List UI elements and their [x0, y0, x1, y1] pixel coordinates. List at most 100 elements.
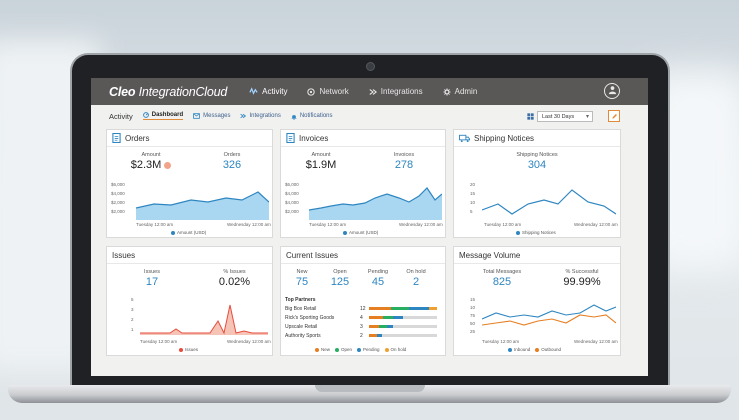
partner-name[interactable]: Upscale Retail: [285, 324, 318, 330]
tab-messages-label: Messages: [203, 113, 231, 119]
message-volume-title: Message Volume: [459, 250, 521, 260]
orders-legend: Amount (USD): [171, 230, 206, 235]
partner-name[interactable]: Rick's Sporting Goods: [285, 315, 335, 321]
trend-down-icon: [164, 161, 172, 169]
orders-count-value: 326: [222, 159, 242, 171]
tab-notifications-label: Notifications: [299, 113, 333, 119]
y-tick: $2,000: [285, 209, 299, 214]
webcam: [366, 62, 375, 71]
shipping-notices-card[interactable]: Shipping Notices Shipping Notices 304 20…: [453, 129, 621, 238]
activity-icon: [249, 87, 258, 95]
message-volume-card[interactable]: Message Volume Total Messages 825 % Succ…: [453, 246, 621, 356]
partner-count: 3: [360, 324, 363, 330]
nav-integrations[interactable]: Integrations: [369, 87, 423, 96]
issues-legend: Issues: [179, 347, 198, 352]
y-tick: 5: [131, 297, 134, 302]
partner-name[interactable]: Authority Sports: [285, 333, 321, 339]
stat-pending-value: 45: [371, 276, 385, 288]
nav-admin-label: Admin: [454, 87, 478, 96]
stat-pending: Pending 45: [361, 269, 395, 288]
shipping-legend: Shipping Notices: [516, 230, 556, 235]
current-issues-card[interactable]: Current Issues New 75 Open 125 Pending 4…: [280, 246, 446, 356]
nav-activity[interactable]: Activity: [249, 87, 287, 96]
orders-area-chart: [136, 191, 269, 220]
y-tick: 5: [470, 209, 473, 214]
invoices-legend: Amount (USD): [343, 230, 378, 235]
nav-integrations-label: Integrations: [380, 87, 423, 96]
y-tick: $6,000: [111, 182, 125, 187]
issues-count-metric: Issues 17: [127, 269, 177, 288]
y-tick: 75: [470, 313, 476, 318]
invoices-card[interactable]: Invoices Amount $1.9M Invoices 278 $6,00…: [280, 129, 446, 238]
orders-amount-metric: Amount $2.3M: [121, 152, 181, 171]
issues-pct-value: 0.02%: [218, 276, 251, 288]
orders-card[interactable]: Orders Amount $2.3M Orders 326 $6,000 $4…: [106, 129, 273, 238]
x-tick-start: Tuesday 12:00 am: [482, 339, 520, 344]
nav-network[interactable]: Network: [307, 87, 349, 96]
partner-bar: [369, 325, 437, 328]
stat-new: New 75: [287, 269, 317, 288]
current-issues-header: Current Issues: [281, 247, 445, 264]
gear-icon: [443, 87, 451, 96]
stat-on-hold-value: 2: [412, 276, 420, 288]
message-volume-line-chart: [482, 304, 616, 326]
issues-pct-label: % Issues: [223, 269, 246, 275]
invoices-card-header: Invoices: [281, 130, 445, 147]
orders-amount-value: $2.3M: [121, 159, 181, 171]
sub-nav: Activity Dashboard Messages Integrations…: [91, 105, 648, 127]
orders-title: Orders: [125, 133, 150, 143]
invoices-title: Invoices: [299, 133, 329, 143]
tab-integrations[interactable]: Integrations: [240, 113, 281, 119]
y-tick: $4,000: [111, 191, 125, 196]
issues-title: Issues: [112, 250, 136, 260]
partner-bar: [369, 334, 437, 337]
shipping-value: 304: [527, 159, 547, 171]
bell-icon: [291, 114, 297, 120]
messages-icon: [193, 113, 200, 119]
x-tick-start: Tuesday 12:00 am: [140, 339, 178, 344]
tab-notifications[interactable]: Notifications: [291, 113, 333, 120]
invoices-amount-label: Amount: [311, 152, 331, 158]
shipping-title: Shipping Notices: [474, 133, 535, 143]
chevron-down-icon: ▾: [585, 114, 589, 120]
tab-messages[interactable]: Messages: [193, 113, 230, 119]
date-range-value: Last 30 Days: [542, 113, 575, 120]
y-tick: 3: [131, 307, 134, 312]
nav-network-label: Network: [319, 87, 349, 96]
integrations-icon: [369, 88, 377, 95]
current-issues-title: Current Issues: [286, 250, 339, 260]
brand-logo[interactable]: Cleo IntegrationCloud: [109, 84, 228, 99]
tab-dashboard-label: Dashboard: [151, 112, 184, 118]
invoices-amount-metric: Amount $1.9M: [291, 152, 351, 171]
orders-amount-label: Amount: [141, 152, 161, 158]
nav-admin[interactable]: Admin: [443, 87, 478, 96]
x-tick-start: Tuesday 12:00 am: [136, 222, 174, 227]
total-messages-metric: Total Messages 825: [472, 269, 532, 288]
calendar-icon[interactable]: [527, 113, 534, 120]
invoices-count-metric: Invoices 278: [379, 152, 429, 171]
x-tick-start: Tuesday 12:00 am: [484, 222, 522, 227]
y-tick: 20: [470, 182, 476, 187]
section-title: Activity: [109, 111, 133, 121]
network-icon: [307, 87, 316, 96]
edit-dashboard-button[interactable]: [608, 110, 620, 122]
partner-name[interactable]: Big Box Retail: [285, 306, 317, 312]
invoice-icon: [286, 133, 295, 143]
user-avatar[interactable]: [604, 83, 620, 99]
shipping-line-chart: [482, 189, 616, 215]
invoices-count-label: Invoices: [393, 152, 415, 158]
issues-card[interactable]: Issues Issues 17 % Issues 0.02% 5 3 2 1 …: [106, 246, 273, 356]
dashboard-icon: [142, 112, 149, 118]
y-tick: 15: [470, 191, 476, 196]
invoices-area-chart: [309, 187, 442, 220]
y-tick: $2,000: [111, 200, 125, 205]
stat-on-hold: On hold 2: [399, 269, 433, 288]
date-range-select[interactable]: Last 30 Days ▾: [537, 111, 593, 122]
y-tick: $4,000: [285, 191, 299, 196]
tab-dashboard[interactable]: Dashboard: [142, 112, 184, 120]
shipping-label: Shipping Notices: [516, 152, 558, 158]
stat-pending-label: Pending: [367, 269, 389, 275]
pencil-icon: [611, 113, 617, 119]
issues-pct-metric: % Issues 0.02%: [207, 269, 262, 288]
partner-count: 4: [360, 315, 363, 321]
